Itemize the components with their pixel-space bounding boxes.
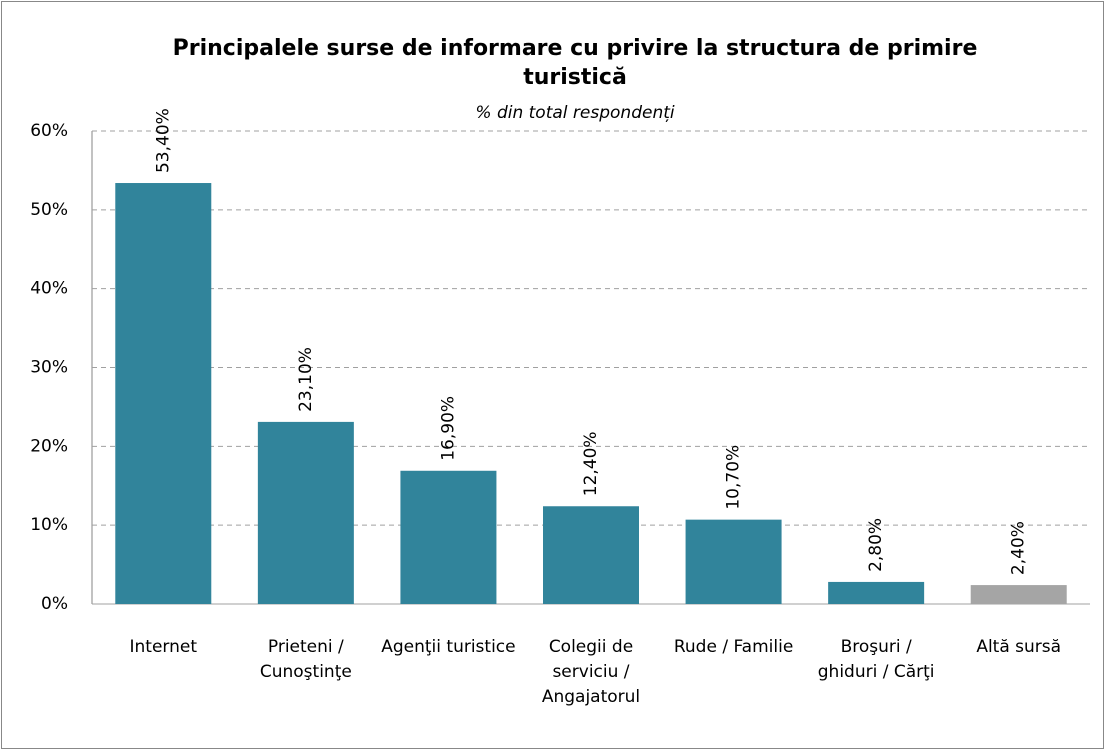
- bar: [115, 183, 212, 604]
- x-tick-label: Altă sursă: [976, 637, 1062, 657]
- value-label: 12,40%: [581, 431, 601, 496]
- x-tick-label: Agenţii turistice: [381, 637, 516, 657]
- y-tick-label: 0%: [41, 594, 68, 614]
- bar: [257, 421, 354, 604]
- bar: [828, 581, 925, 604]
- value-label: 10,70%: [724, 445, 744, 510]
- x-tick-label: Colegii de serviciu / Angajatorul: [541, 637, 641, 707]
- bar: [685, 519, 782, 604]
- y-tick-label: 40%: [30, 279, 68, 299]
- x-tick-label: Broşuri / ghiduri / Cărţi: [817, 637, 935, 682]
- y-tick-label: 60%: [30, 121, 68, 141]
- y-tick-label: 20%: [30, 436, 68, 456]
- y-tick-label: 10%: [30, 515, 68, 535]
- x-tick-label: Prieteni / Cunoştinţe: [259, 637, 352, 682]
- value-label: 23,10%: [296, 347, 316, 412]
- y-tick-label: 30%: [30, 358, 68, 378]
- x-tick-label: Internet: [129, 637, 198, 657]
- chart-subtitle: % din total respondenți: [475, 103, 675, 123]
- bar: [543, 506, 639, 604]
- value-label: 53,40%: [153, 108, 173, 173]
- value-label: 16,90%: [438, 396, 458, 461]
- bar: [400, 470, 497, 604]
- chart-title: Principalele surse de informare cu privi…: [172, 36, 978, 90]
- y-tick-label: 50%: [30, 200, 68, 220]
- value-label: 2,40%: [1009, 521, 1029, 575]
- x-tick-label: Rude / Familie: [673, 637, 794, 657]
- bar: [970, 585, 1067, 604]
- value-label: 2,80%: [866, 518, 886, 572]
